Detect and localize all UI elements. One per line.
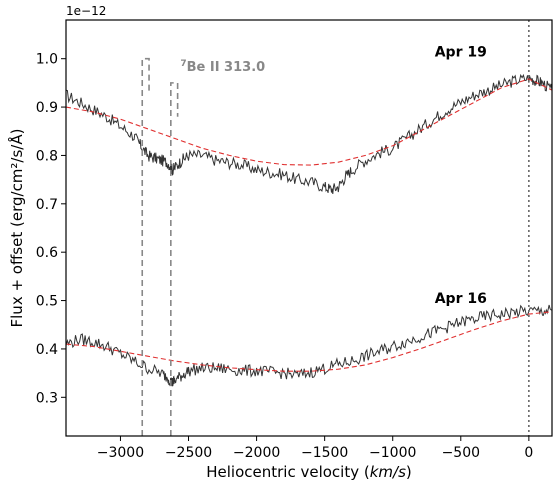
epoch-label-0: Apr 19 <box>435 44 487 60</box>
x-tick-label: −2500 <box>165 445 212 461</box>
continuum-fit-line-3 <box>65 311 553 372</box>
x-tick-label: 0 <box>524 445 533 461</box>
epoch-label-1: Apr 16 <box>435 291 487 307</box>
y-tick-label: 0.5 <box>36 294 58 310</box>
y-tick-label: 0.3 <box>36 390 58 406</box>
y-tick-label: 0.7 <box>36 197 58 213</box>
spectrum-line-2 <box>65 304 553 387</box>
continuum-fit-line-1 <box>65 78 553 166</box>
spectrum-line-0 <box>65 73 553 194</box>
x-tick-label: −1000 <box>369 445 416 461</box>
x-tick-label: −3000 <box>97 445 144 461</box>
x-tick-label: −500 <box>442 445 480 461</box>
y-axis-title: Flux + offset (erg/cm²/s/Å) <box>7 129 26 328</box>
x-tick-label: −2000 <box>233 445 280 461</box>
y-tick-label: 0.4 <box>36 342 58 358</box>
x-tick-label: −1500 <box>301 445 348 461</box>
plot-frame <box>65 19 553 437</box>
line-marker-0 <box>141 57 150 436</box>
line-id-label: 7Be II 313.0 <box>180 59 265 75</box>
y-tick-label: 0.8 <box>36 148 58 164</box>
y-offset-text: 1e−12 <box>66 4 106 18</box>
y-tick-label: 1.0 <box>36 52 58 68</box>
x-axis-title: Heliocentric velocity (km/s) <box>206 463 412 481</box>
y-tick-label: 0.9 <box>36 100 58 116</box>
y-tick-label: 0.6 <box>36 245 58 261</box>
